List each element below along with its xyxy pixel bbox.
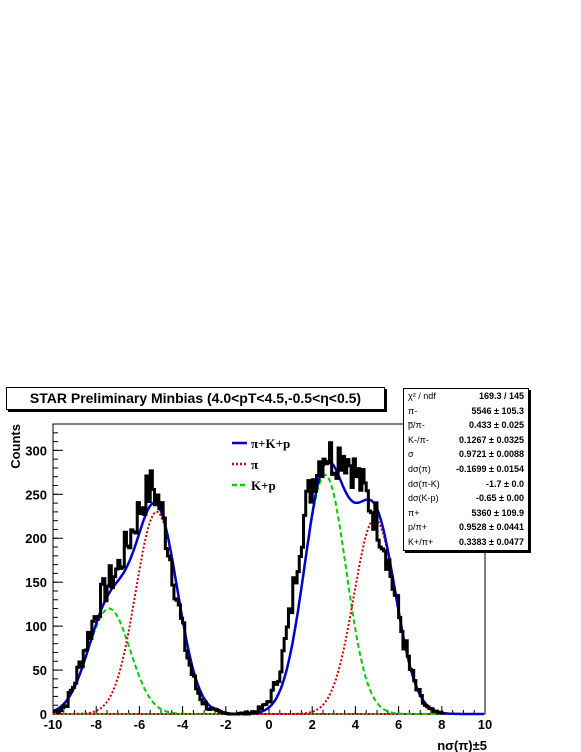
y-tick-label: 200 [25, 531, 47, 546]
y-tick-label: 300 [25, 443, 47, 458]
legend-label: π+K+p [251, 436, 290, 451]
stats-row: K+/π+ 0.3383 ± 0.0477 [404, 535, 528, 550]
fit-curve [52, 607, 484, 715]
stats-row: dσ(K-p) -0.65 ± 0.00 [404, 491, 528, 506]
stats-label: p̅/π- [408, 420, 425, 431]
histogram-outline [53, 441, 444, 716]
stats-row: π+ 5360 ± 109.9 [404, 506, 528, 521]
stats-value: -1.7 ± 0.0 [486, 478, 524, 489]
stats-row: p/π+ 0.9528 ± 0.0441 [404, 520, 528, 535]
y-tick-label: 150 [25, 575, 47, 590]
histogram [53, 441, 444, 716]
stats-label: dσ(π) [408, 463, 431, 474]
chart-title: STAR Preliminary Minbias (4.0<pT<4.5,-0.… [6, 387, 385, 410]
stats-value: -0.65 ± 0.00 [476, 493, 524, 504]
stats-label: K+/π+ [408, 536, 434, 547]
stats-row: σ 0.9721 ± 0.0088 [404, 447, 528, 462]
x-tick-label: 0 [265, 717, 272, 732]
stats-label: χ² / ndf [408, 391, 436, 401]
legend-label: K+p [251, 478, 276, 493]
x-tick-label: -2 [220, 717, 232, 732]
x-tick-label: 8 [438, 717, 445, 732]
fit-stats-box: χ² / ndf 169.3 / 145 π- 5546 ± 105.3 p̅/π- 0.… [403, 388, 529, 551]
stats-label: π- [408, 405, 418, 416]
y-tick-label: 0 [40, 707, 47, 722]
x-tick-label: 10 [478, 717, 492, 732]
stats-label: dσ(K-p) [408, 493, 439, 504]
y-axis-label: Counts [8, 424, 23, 469]
legend: π+K+p π K+p [232, 436, 290, 493]
stats-row: π- 5546 ± 105.3 [404, 404, 528, 419]
y-tick-label: 50 [33, 663, 47, 678]
x-axis-label: nσ(π)±5 [437, 738, 487, 752]
stats-row: K-/π- 0.1267 ± 0.0325 [404, 433, 528, 448]
stats-label: p/π+ [408, 522, 427, 533]
stats-label: K-/π- [408, 434, 429, 445]
fit-curve [53, 510, 484, 715]
stats-value: 0.9528 ± 0.0441 [459, 522, 524, 533]
x-tick-label: -8 [90, 717, 102, 732]
stats-label: σ [408, 449, 414, 460]
stats-value: -0.1699 ± 0.0154 [456, 463, 524, 474]
legend-label: π [251, 457, 258, 472]
stats-label: π+ [408, 507, 420, 518]
fit-curves [52, 459, 484, 716]
x-tick-label: 4 [352, 717, 360, 732]
stats-label: dσ(π-K) [408, 478, 440, 489]
x-tick-label: 6 [395, 717, 402, 732]
stats-row: p̅/π- 0.433 ± 0.025 [404, 418, 528, 433]
x-tick-label: 2 [309, 717, 316, 732]
x-tick-label: -6 [134, 717, 146, 732]
x-tick-label: -10 [44, 717, 63, 732]
total-fit-curve [52, 459, 484, 716]
stats-row: dσ(π-K) -1.7 ± 0.0 [404, 477, 528, 492]
y-tick-label: 250 [25, 487, 47, 502]
stats-value: 0.433 ± 0.025 [469, 420, 524, 431]
stats-value: 5360 ± 109.9 [471, 507, 524, 518]
stats-value: 0.3383 ± 0.0477 [459, 536, 524, 547]
stats-value: 169.3 / 145 [478, 391, 524, 401]
stats-row: dσ(π) -0.1699 ± 0.0154 [404, 462, 528, 477]
y-tick-label: 100 [25, 619, 47, 634]
x-tick-label: -4 [177, 717, 189, 732]
stats-value: 5546 ± 105.3 [471, 405, 524, 416]
stats-value: 0.1267 ± 0.0325 [459, 434, 524, 445]
stats-row: χ² / ndf 169.3 / 145 [404, 389, 528, 404]
stats-value: 0.9721 ± 0.0088 [459, 449, 524, 460]
